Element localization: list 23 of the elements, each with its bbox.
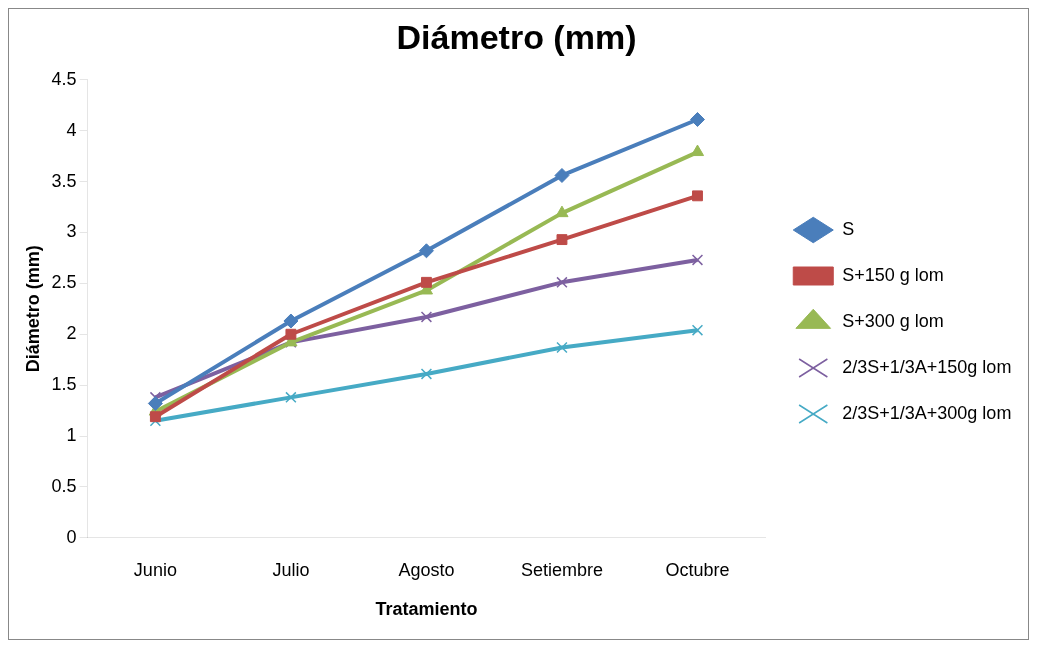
x-tick-label: Agosto — [398, 559, 455, 580]
y-tick-label: 2 — [66, 323, 77, 344]
y-tick-label: 3 — [66, 221, 77, 242]
chart-title: Diámetro (mm) — [396, 17, 637, 56]
y-tick-label: 0 — [66, 526, 77, 547]
legend-label: S — [842, 218, 855, 239]
y-tick-label: 2.5 — [51, 272, 77, 293]
x-tick-label: Junio — [133, 559, 177, 580]
legend-label: S+300 g lom — [842, 310, 944, 331]
y-tick-label: 1 — [66, 424, 77, 445]
y-axis-title: Diámetro (mm) — [22, 245, 43, 373]
y-tick-label: 4.5 — [51, 68, 77, 89]
x-axis-title: Tratamiento — [375, 599, 478, 620]
y-tick-label: 4 — [66, 119, 77, 140]
legend-label: S+150 g lom — [842, 264, 944, 285]
x-tick-label: Octubre — [665, 559, 730, 580]
y-tick-label: 1.5 — [51, 374, 77, 395]
x-tick-label: Setiembre — [520, 559, 603, 580]
legend-label: 2/3S+1/3A+150g lom — [842, 356, 1012, 377]
x-tick-label: Julio — [272, 559, 310, 580]
y-tick-label: 3.5 — [51, 170, 77, 191]
y-tick-label: 0.5 — [51, 475, 77, 496]
legend-label: 2/3S+1/3A+300g lom — [842, 402, 1012, 423]
